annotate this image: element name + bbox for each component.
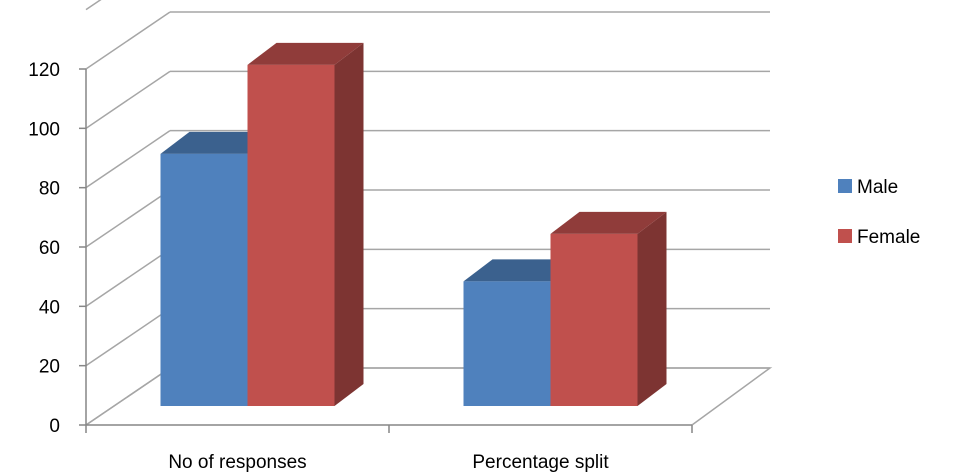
bar-side-face (334, 42, 364, 406)
bar-front-face (160, 153, 248, 406)
bar-front-face (550, 233, 638, 406)
y-tick-label: 20 (39, 357, 60, 378)
bar-front-face (247, 64, 335, 406)
side-gridline (85, 308, 171, 367)
bar-front-face (463, 281, 551, 406)
legend-item-female: Female (838, 227, 920, 248)
y-tick-label: 80 (39, 179, 60, 200)
legend-item-male: Male (838, 177, 898, 198)
y-tick-label: 0 (49, 416, 60, 437)
legend-label: Male (857, 177, 898, 198)
legend-label: Female (857, 227, 920, 248)
legend-swatch (838, 229, 852, 243)
bar-top-face (550, 211, 667, 234)
side-gridline (85, 130, 171, 189)
side-gridline (85, 189, 171, 248)
y-tick-label: 40 (39, 297, 60, 318)
bars (160, 42, 667, 407)
category-label: No of responses (168, 452, 306, 473)
bar-side-face (637, 211, 667, 406)
side-gridline (85, 0, 102, 11)
legend-swatch (838, 179, 852, 193)
bar-female-1 (550, 211, 667, 406)
legend: Male Female (838, 177, 920, 248)
bar-female-0 (247, 42, 364, 406)
y-tick-label: 120 (28, 60, 60, 81)
side-gridline (85, 11, 171, 70)
category-labels: No of responses Percentage split (168, 452, 609, 473)
y-tick-label: 100 (28, 119, 60, 140)
bar-top-face (247, 42, 364, 65)
category-label: Percentage split (472, 452, 609, 473)
y-tick-label: 60 (39, 238, 60, 259)
side-gridline (85, 248, 171, 307)
y-tick-labels: 0 20 40 60 80 100 120 (28, 60, 60, 437)
side-gridline (85, 70, 171, 129)
